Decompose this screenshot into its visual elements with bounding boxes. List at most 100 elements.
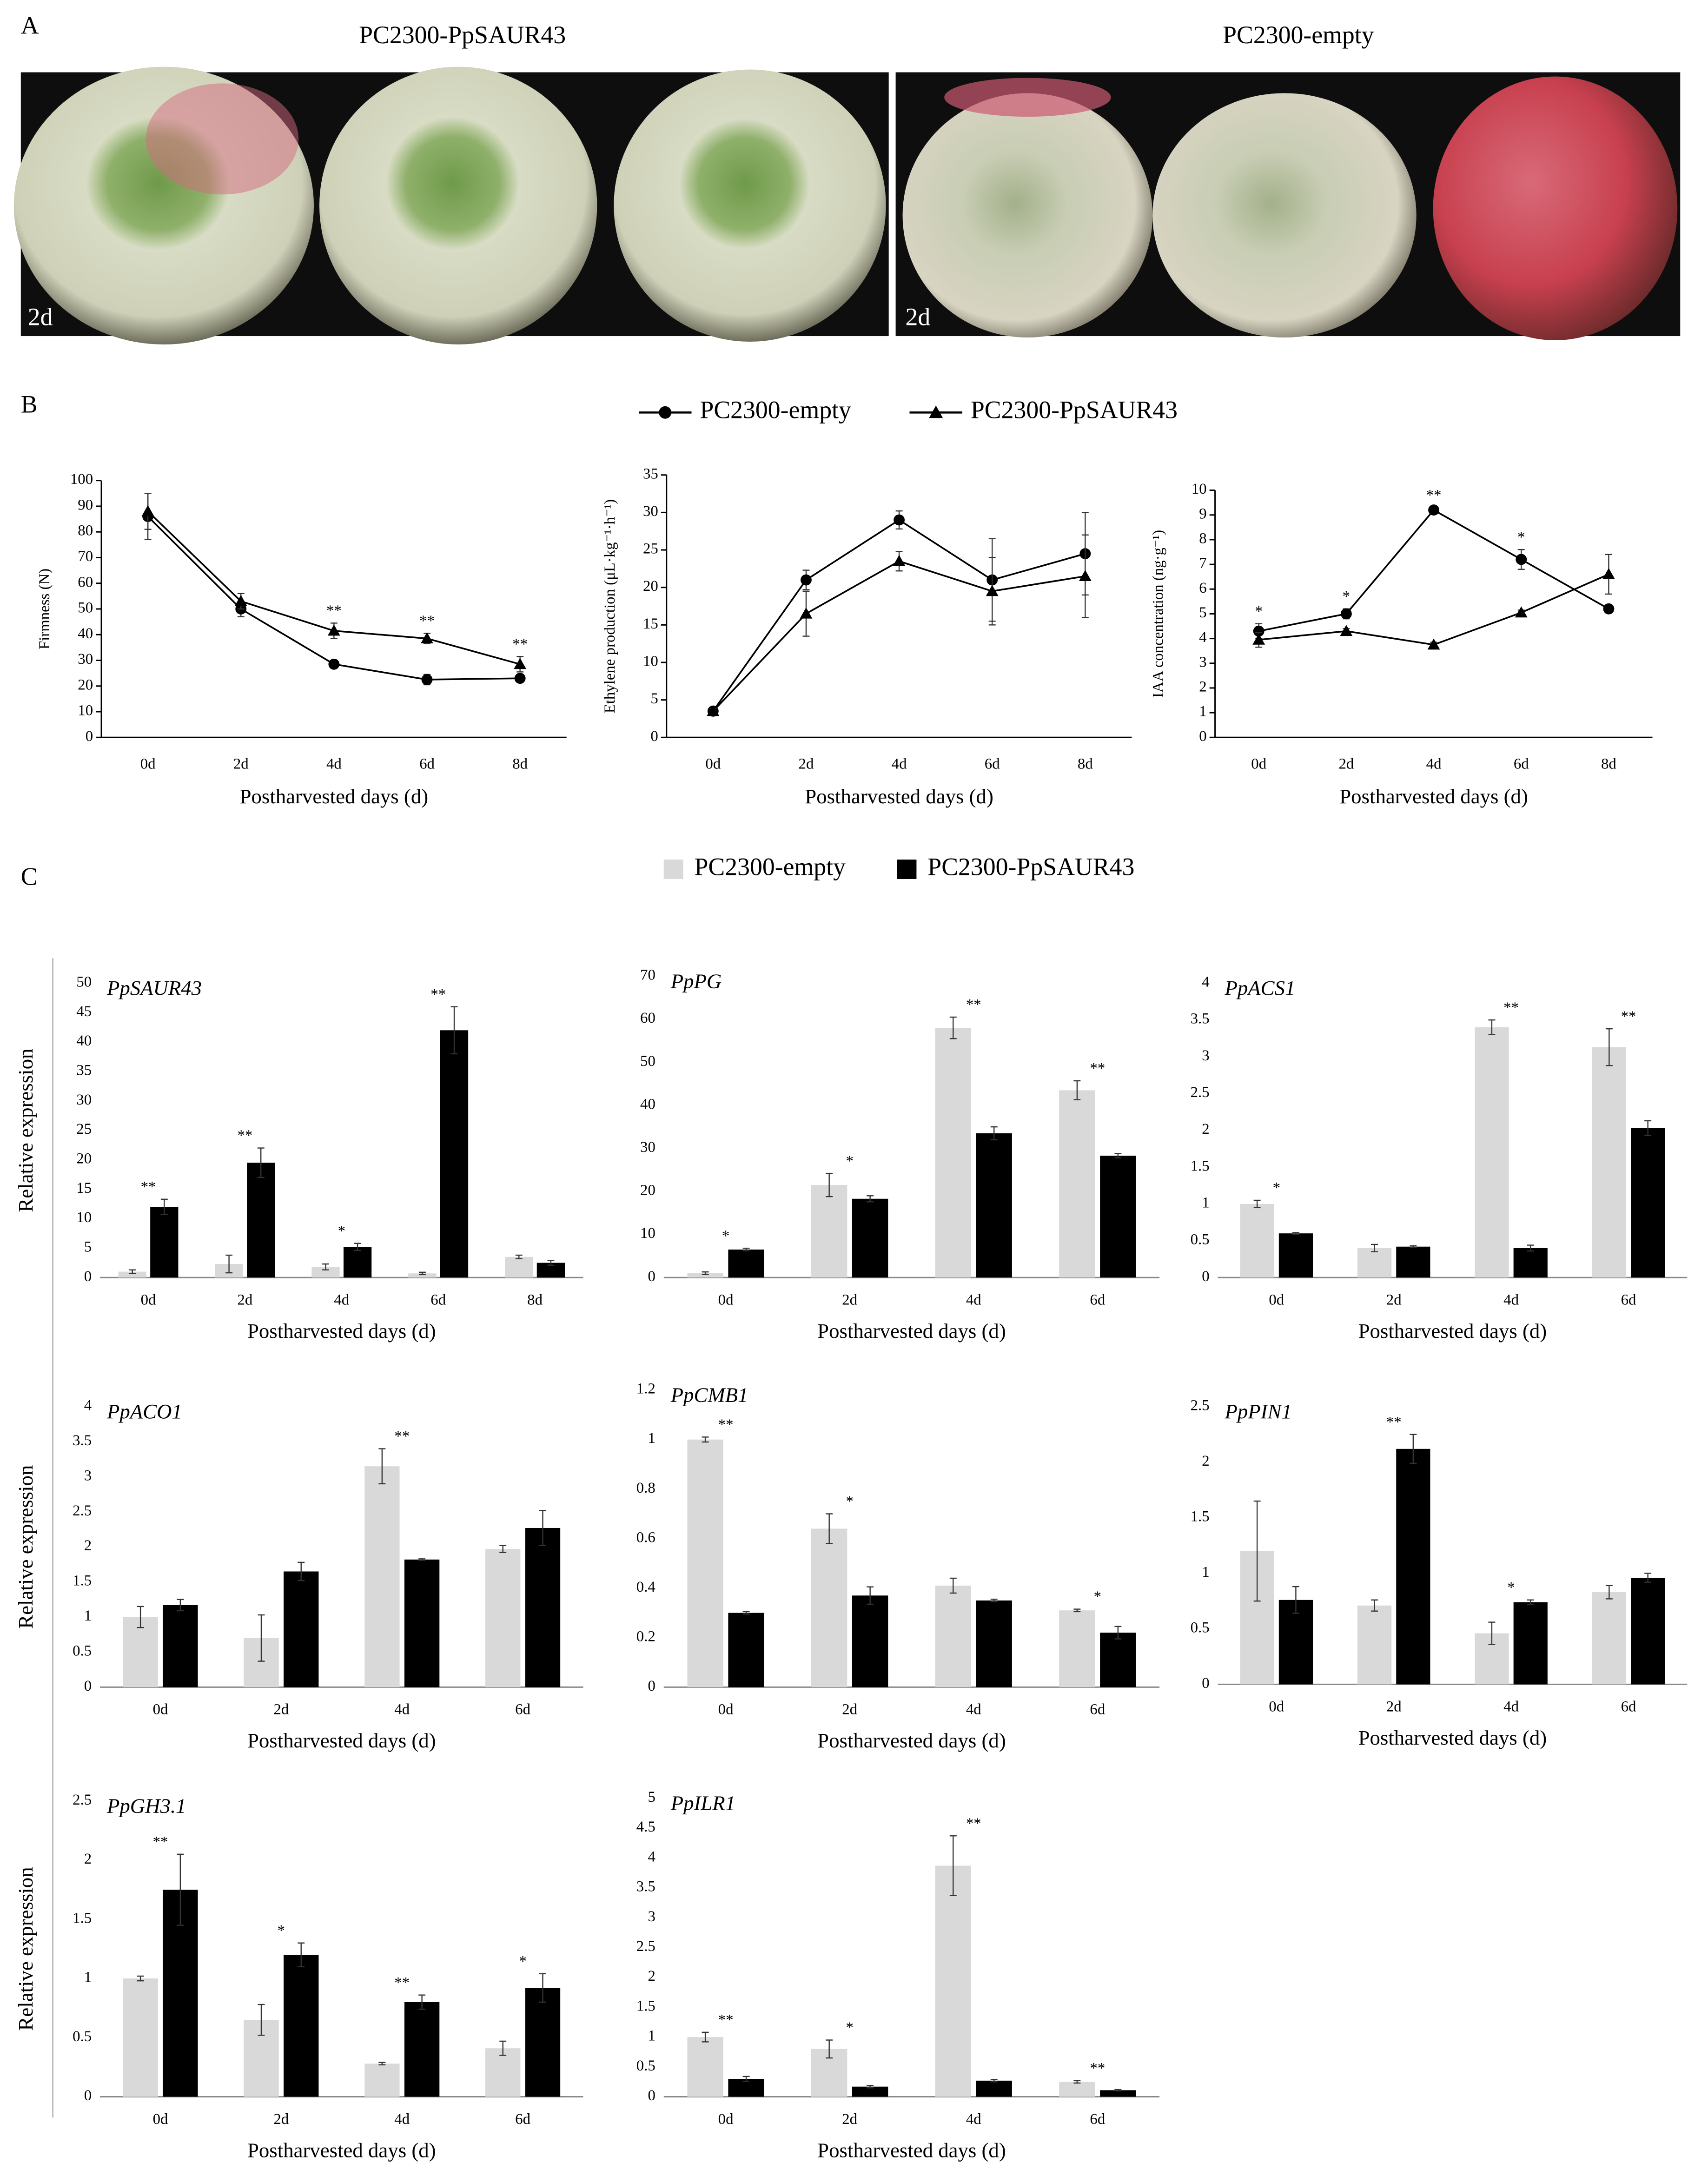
x-tick-label: 6d	[1621, 1699, 1636, 1715]
bar	[687, 1273, 723, 1278]
bar	[1631, 1578, 1665, 1685]
x-tick-label: 2d	[1338, 756, 1354, 773]
error-bar	[418, 1558, 426, 1561]
y-tick-label: 2.5	[1191, 1084, 1210, 1101]
chart-title: PpPIN1	[1225, 1400, 1292, 1423]
error-bar	[160, 1198, 168, 1215]
x-tick-label: 0d	[140, 756, 156, 773]
error-bar	[499, 1545, 507, 1553]
y-tick-label: 7	[1199, 555, 1206, 572]
y-tick-label: 4	[648, 1848, 655, 1865]
y-tick-label: 20	[640, 1182, 655, 1199]
x-tick-label: 8d	[512, 756, 528, 773]
y-tick-label: 30	[640, 1139, 655, 1156]
error-bar	[298, 1942, 305, 1967]
legend-marker	[929, 405, 943, 418]
marker	[1516, 554, 1527, 565]
error-bar	[547, 1260, 555, 1266]
significance-label: *	[519, 1953, 526, 1970]
bar	[1278, 1233, 1313, 1278]
y-tick-label: 1.5	[73, 1573, 92, 1589]
significance-label: **	[1426, 487, 1442, 503]
error-bar	[298, 1561, 305, 1581]
y-tick-label: 5	[648, 1789, 655, 1806]
chart-title: PpACS1	[1225, 976, 1296, 999]
legend-label: PC2300-empty	[700, 396, 851, 424]
y-tick-label: 5	[1199, 604, 1206, 621]
y-tick-label: 35	[643, 465, 658, 482]
bar	[284, 1571, 319, 1687]
legend-swatch	[897, 860, 917, 879]
marker	[421, 632, 433, 643]
y-tick-label: 30	[76, 1091, 92, 1108]
bar	[440, 1030, 469, 1278]
x-tick-label: 0d	[141, 1292, 156, 1309]
photo-label: 2d	[906, 303, 931, 331]
significance-label: *	[1343, 588, 1350, 605]
marker	[1340, 625, 1353, 636]
bar	[1592, 1592, 1626, 1685]
bar	[404, 1559, 440, 1687]
y-tick-label: 2	[648, 1968, 655, 1984]
y-tick-label: 25	[643, 541, 658, 557]
error-bar	[990, 1126, 998, 1141]
x-tick-label: 0d	[153, 1701, 168, 1718]
x-tick-label: 2d	[237, 1292, 252, 1309]
error-bar	[1605, 1585, 1613, 1600]
bar	[811, 1185, 847, 1278]
bar	[1513, 1248, 1548, 1278]
y-tick-label: 0.5	[636, 2057, 655, 2074]
marker	[1428, 504, 1440, 516]
y-tick-label: 0.2	[636, 1628, 655, 1645]
y-tick-label: 3.5	[1191, 1011, 1210, 1027]
photo-title: PC2300-empty	[1223, 21, 1374, 49]
significance-label: **	[141, 1178, 156, 1195]
error-bar	[1371, 1599, 1378, 1612]
y-tick-label: 10	[76, 1209, 92, 1226]
error-bar	[322, 1263, 329, 1270]
bar	[1100, 1156, 1136, 1278]
x-tick-label: 6d	[1090, 1292, 1105, 1309]
bar	[1100, 2090, 1136, 2097]
y-tick-label: 1	[84, 1607, 92, 1624]
significance-label: **	[1503, 999, 1519, 1016]
x-tick-label: 2d	[273, 1701, 289, 1718]
y-tick-label: 0	[86, 728, 93, 745]
x-axis-label: Postharvested days (d)	[240, 785, 429, 808]
photo-label: 2d	[28, 303, 53, 331]
y-tick-label: 60	[78, 574, 93, 590]
bar	[1631, 1128, 1665, 1278]
bar	[935, 1028, 971, 1278]
marker	[801, 574, 812, 586]
line	[1258, 573, 1609, 646]
x-tick-label: 8d	[527, 1292, 543, 1309]
error-bar	[137, 1606, 144, 1628]
error-bar	[702, 1271, 709, 1275]
error-bar	[1644, 1120, 1652, 1136]
x-tick-label: 4d	[326, 756, 342, 773]
significance-label: *	[846, 1493, 853, 1510]
significance-label: *	[722, 1228, 729, 1244]
y-tick-label: 2.5	[73, 1502, 92, 1519]
y-tick-label: 3	[1199, 654, 1206, 670]
error-bar	[1527, 1244, 1534, 1252]
error-bar	[949, 1577, 957, 1594]
panel-label: B	[21, 390, 38, 418]
y-tick-label: 2	[1202, 1453, 1209, 1469]
y-tick-label: 1	[84, 1969, 92, 1986]
significance-label: **	[1621, 1008, 1636, 1025]
bar	[811, 1528, 847, 1687]
y-tick-label: 4	[84, 1397, 92, 1414]
x-tick-label: 2d	[233, 756, 249, 773]
error-bar	[499, 2040, 507, 2056]
x-axis-label: Postharvested days (d)	[817, 1729, 1006, 1752]
y-tick-label: 2.5	[1191, 1397, 1210, 1414]
chart-title: PpGH3.1	[106, 1794, 186, 1818]
bar	[525, 1988, 561, 2097]
line	[712, 519, 1086, 712]
y-tick-label: 35	[76, 1062, 92, 1078]
marker	[421, 674, 433, 685]
x-tick-label: 0d	[1269, 1699, 1284, 1715]
y-tick-label: 10	[640, 1225, 655, 1242]
